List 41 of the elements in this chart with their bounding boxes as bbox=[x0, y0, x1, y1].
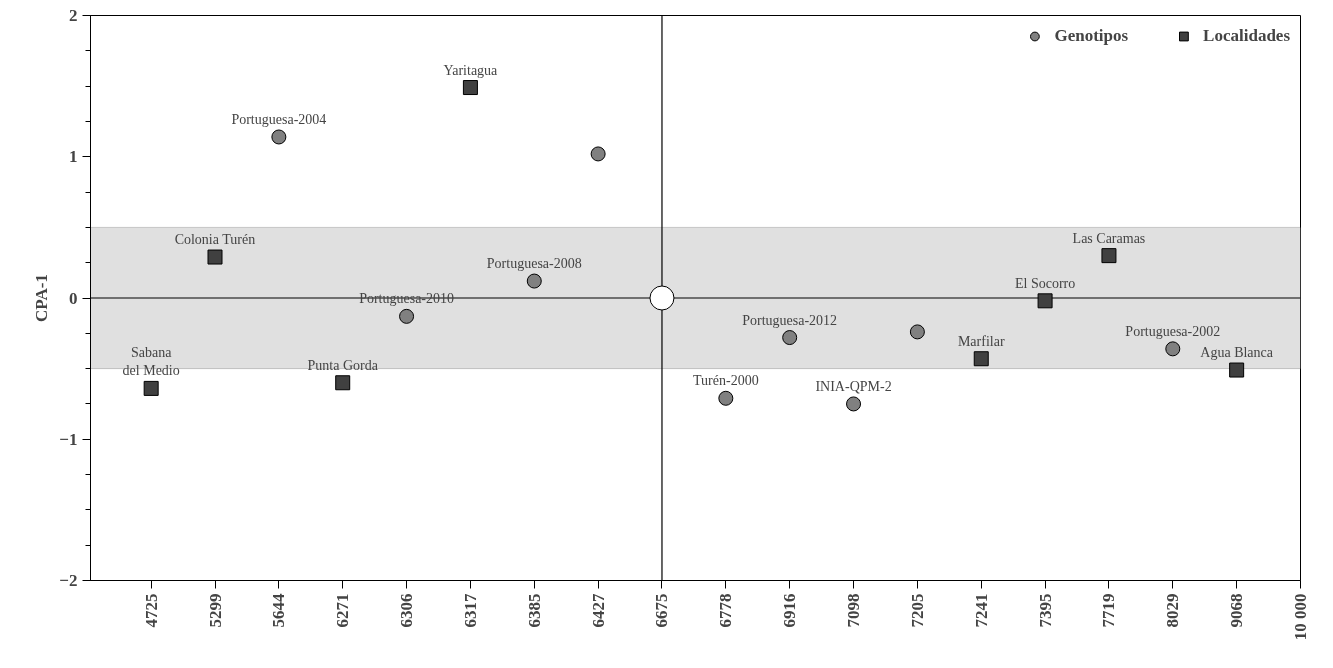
y-tick-label: 2 bbox=[69, 6, 78, 25]
x-tick-label: 7098 bbox=[844, 593, 864, 628]
x-tick-label: 7205 bbox=[907, 593, 927, 628]
x-tick-label: 6306 bbox=[397, 593, 417, 628]
y-tick-label: −1 bbox=[59, 429, 78, 449]
y-tick-label: 1 bbox=[69, 147, 78, 167]
annotation: Portuguesa-2002 bbox=[1125, 323, 1221, 339]
x-tick-label: 8029 bbox=[1163, 593, 1183, 628]
x-tick-label: 6317 bbox=[460, 593, 480, 628]
annotation: Portuguesa-2008 bbox=[486, 256, 582, 272]
annotation: Yaritagua bbox=[443, 62, 499, 78]
x-tick-label: 7241 bbox=[971, 593, 991, 628]
annotation: Sabana del Medio bbox=[122, 345, 180, 379]
x-tick-label: 9068 bbox=[1227, 593, 1247, 628]
annotation: Marfilar bbox=[957, 333, 1005, 349]
x-tick-label: 6675 bbox=[652, 593, 672, 628]
y-axis-title: CPA-1 bbox=[32, 274, 52, 322]
annotation: Portuguesa-2004 bbox=[231, 111, 327, 127]
x-tick-label: 6271 bbox=[333, 593, 353, 628]
x-tick-label: 6427 bbox=[588, 593, 608, 628]
legend-label: Genotipos bbox=[1054, 26, 1129, 46]
annotation: Turén-2000 bbox=[693, 373, 759, 389]
x-tick-label: 5644 bbox=[269, 593, 289, 628]
x-tick-label: 7395 bbox=[1035, 593, 1055, 628]
annotation: Agua Blanca bbox=[1200, 345, 1274, 361]
x-tick-label: 6916 bbox=[780, 593, 800, 628]
x-tick-label: 4725 bbox=[141, 593, 161, 628]
annotation: Portuguesa-2012 bbox=[742, 312, 838, 328]
y-tick-label: 0 bbox=[69, 288, 78, 308]
x-tick-label: 10 000 bbox=[1291, 593, 1310, 641]
x-tick-label: 7719 bbox=[1099, 593, 1119, 628]
x-tick-label: 6385 bbox=[524, 593, 544, 628]
y-tick-label: −2 bbox=[59, 571, 78, 590]
legend-label: Localidades bbox=[1203, 26, 1290, 46]
x-tick-label: 5299 bbox=[205, 593, 225, 628]
annotation: Colonia Turén bbox=[174, 232, 256, 248]
annotation: Punta Gorda bbox=[307, 357, 379, 373]
annotation: Las Caramas bbox=[1072, 230, 1146, 246]
x-tick-label: 6778 bbox=[716, 593, 736, 628]
annotation: INIA-QPM-2 bbox=[815, 378, 892, 394]
annotation: El Socorro bbox=[1014, 275, 1076, 291]
